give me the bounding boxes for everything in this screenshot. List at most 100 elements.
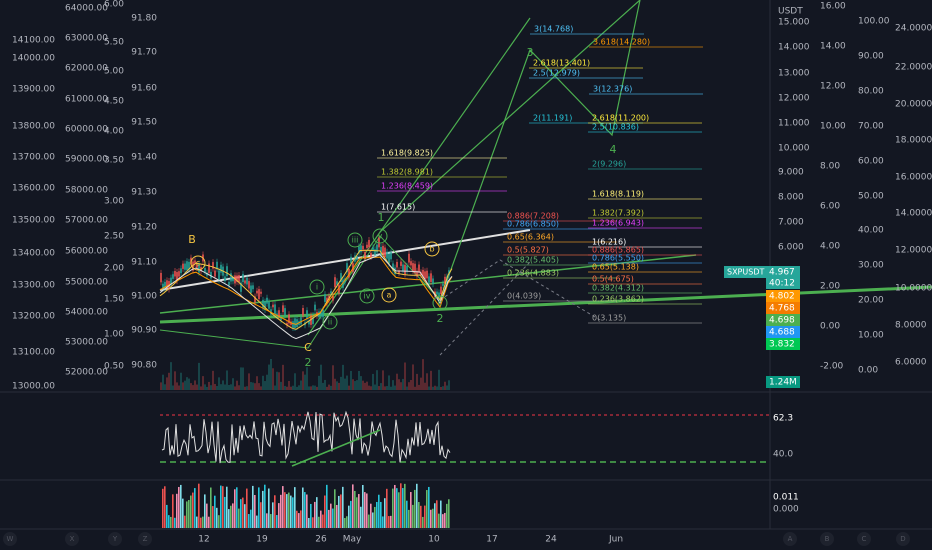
- axis-label: 56000.00: [65, 247, 108, 257]
- osc-bar: [244, 504, 246, 528]
- volume-bar: [172, 385, 174, 390]
- circled-label: a: [387, 291, 392, 300]
- osc-bar: [322, 514, 324, 528]
- volume-bar: [214, 383, 216, 390]
- toolbar-button[interactable]: D: [900, 535, 905, 543]
- candle: [364, 251, 366, 259]
- toolbar-button[interactable]: W: [7, 535, 14, 543]
- volume-bar: [190, 383, 192, 390]
- toolbar-button[interactable]: X: [70, 535, 75, 543]
- candle: [306, 310, 308, 320]
- osc-bar: [318, 516, 320, 528]
- osc-bar: [448, 499, 450, 528]
- osc-bar: [194, 488, 196, 528]
- axis-label: 59000.00: [65, 155, 108, 165]
- toolbar-button[interactable]: C: [862, 535, 867, 543]
- osc-bar: [184, 515, 186, 528]
- toolbar-button-bg: [3, 532, 17, 546]
- osc-bar: [254, 494, 256, 528]
- price-tag: 40:12: [769, 279, 795, 289]
- toolbar-button[interactable]: Y: [112, 535, 118, 543]
- candle: [224, 276, 226, 282]
- osc-bar: [384, 498, 386, 528]
- osc-bar: [390, 515, 392, 528]
- toolbar-button-bg: [783, 532, 797, 546]
- fib-label: 2.618(13.401): [533, 59, 590, 68]
- osc-bar: [364, 492, 366, 528]
- volume-bar: [338, 382, 340, 390]
- osc-bar: [264, 484, 266, 528]
- candle: [342, 279, 344, 288]
- volume-bar: [186, 377, 188, 390]
- fib-label: 1(6.216): [592, 238, 626, 247]
- candle: [394, 267, 396, 275]
- wave-circle: [424, 241, 440, 257]
- circled-label: b: [429, 245, 434, 254]
- osc-bar: [360, 506, 362, 528]
- osc-bar: [438, 513, 440, 528]
- axis-label: 3.50: [104, 156, 124, 166]
- axis-label: 7.000: [778, 218, 804, 228]
- axis-label: 1.00: [104, 330, 124, 340]
- volume-bar: [270, 358, 272, 390]
- axis-label: 91.20: [131, 223, 157, 233]
- price-tag-bg: [766, 277, 800, 289]
- date-label: 24: [545, 535, 557, 545]
- axis-label: 91.00: [131, 292, 157, 302]
- axis-label: 15.000: [778, 18, 810, 28]
- toolbar-button[interactable]: Z: [143, 535, 148, 543]
- osc-bar: [416, 483, 418, 528]
- volume-bar: [410, 379, 412, 390]
- candle: [390, 252, 392, 260]
- axis-label: 8.000: [778, 193, 804, 203]
- osc-bar: [238, 508, 240, 528]
- osc-bar: [170, 516, 172, 528]
- axis-label: 91.30: [131, 188, 157, 198]
- candle: [386, 251, 388, 259]
- volume-bar: [430, 370, 432, 390]
- volume-bar: [344, 378, 346, 390]
- osc-bar: [310, 503, 312, 528]
- axis-label: -2.00: [820, 362, 844, 372]
- osc-bar: [240, 499, 242, 528]
- volume-bar: [192, 385, 194, 390]
- candle: [288, 314, 290, 324]
- volume-bar: [274, 385, 276, 390]
- volume-bar: [206, 386, 208, 390]
- axis-label: 52000.00: [65, 368, 108, 378]
- osc-bar: [440, 500, 442, 528]
- date-label: Jun: [608, 535, 623, 545]
- axis-label: 2.00: [820, 282, 840, 292]
- candle: [422, 269, 424, 277]
- osc-bar: [386, 488, 388, 528]
- volume-bar: [232, 378, 234, 390]
- candle: [438, 292, 440, 302]
- price-tag: 4.768: [769, 304, 795, 314]
- candle: [424, 271, 426, 280]
- volume-bar: [350, 370, 352, 390]
- volume-bar: [322, 382, 324, 390]
- osc-bar: [350, 500, 352, 528]
- price-tag-bg: [766, 326, 800, 338]
- toolbar-button[interactable]: B: [825, 535, 830, 543]
- candle: [314, 304, 316, 311]
- osc-bar: [236, 487, 238, 528]
- volume-bar: [402, 378, 404, 390]
- candle: [292, 321, 294, 328]
- candle: [210, 271, 212, 279]
- volume-bar: [446, 385, 448, 390]
- candle: [398, 270, 400, 274]
- osc-bar: [366, 493, 368, 528]
- volume-bar: [390, 386, 392, 390]
- candle: [322, 309, 324, 318]
- osc-bar: [436, 500, 438, 528]
- wave-circle: [347, 232, 363, 248]
- fib-label: 0.786(5.550): [592, 254, 644, 263]
- candle: [300, 317, 302, 325]
- volume-bar: [408, 382, 410, 390]
- volume-bar: [280, 381, 282, 390]
- rsi-label: 40.0: [773, 450, 793, 460]
- volume-bar: [276, 371, 278, 390]
- toolbar-button[interactable]: A: [788, 535, 793, 543]
- candle: [370, 252, 372, 258]
